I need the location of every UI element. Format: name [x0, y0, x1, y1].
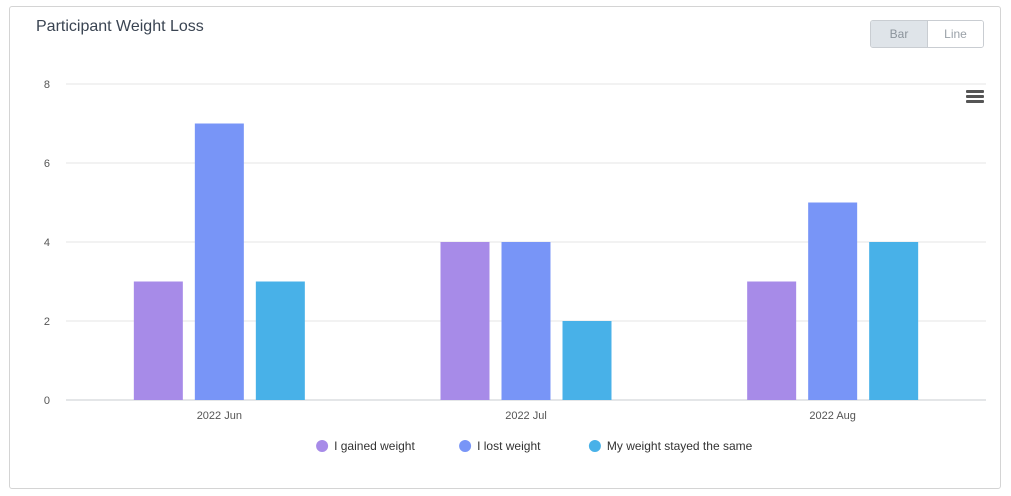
hamburger-menu-icon[interactable] [966, 90, 984, 104]
chart-title: Participant Weight Loss [36, 18, 204, 35]
legend-marker [459, 440, 472, 452]
bar [194, 123, 244, 400]
legend-marker [316, 440, 329, 452]
bar [808, 202, 858, 400]
bar [255, 281, 305, 400]
y-tick-label: 2 [44, 316, 50, 328]
legend-label: I lost weight [477, 439, 541, 453]
x-tick-label: 2022 Jul [505, 410, 547, 422]
bar [501, 242, 551, 400]
y-tick-label: 8 [44, 79, 50, 91]
legend-label: My weight stayed the same [607, 439, 753, 453]
x-tick-label: 2022 Aug [809, 410, 856, 422]
bar [133, 281, 183, 400]
bar [440, 242, 490, 400]
chart-type-toggle: Bar Line [870, 20, 984, 48]
bar [747, 281, 797, 400]
bar-toggle-button[interactable]: Bar [871, 21, 927, 47]
y-tick-label: 6 [44, 158, 50, 170]
legend-marker [588, 440, 601, 452]
y-tick-label: 4 [44, 237, 50, 249]
bar [869, 242, 919, 400]
legend-label: I gained weight [334, 439, 415, 453]
line-toggle-button[interactable]: Line [927, 21, 983, 47]
y-tick-label: 0 [44, 395, 50, 407]
x-tick-label: 2022 Jun [197, 410, 242, 422]
bar [562, 321, 612, 400]
